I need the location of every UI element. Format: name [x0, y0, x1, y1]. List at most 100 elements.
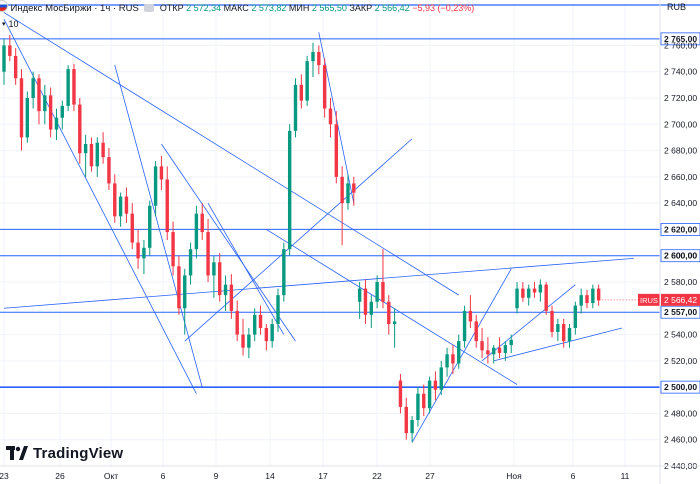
- candle-body: [153, 166, 158, 206]
- candle-body: [532, 288, 537, 293]
- candle-body: [328, 108, 333, 125]
- candle-body: [31, 78, 35, 98]
- candle-body: [369, 301, 373, 315]
- horizontal-levels: 2 765,00 2 620,00 2 600,00 2 557,00 2 500,00…: [0, 4, 700, 394]
- candle-body: [299, 84, 304, 101]
- price-tick-label: 2 480,00: [664, 408, 697, 418]
- candle-body: [270, 324, 274, 342]
- candle-body: [596, 288, 601, 301]
- open-label: ОТКР: [159, 3, 184, 13]
- candle-body: [579, 295, 583, 306]
- candle-body: [13, 55, 18, 79]
- price-level-tag: 2 600,00: [664, 251, 697, 261]
- trendline: [3, 12, 459, 296]
- candle-body: [346, 183, 350, 204]
- candle-body: [2, 45, 6, 72]
- candle-body: [445, 354, 449, 368]
- candle-body: [177, 266, 181, 309]
- candle-body: [159, 166, 164, 180]
- price-level-tag-box: [660, 223, 700, 236]
- tradingview-logo: TradingView: [6, 442, 123, 464]
- price-level-tag-box: [660, 380, 700, 394]
- candle-body: [247, 334, 251, 348]
- candle-body: [591, 288, 595, 304]
- candle-body: [276, 295, 280, 325]
- symbol-flag-icon: [0, 0, 8, 12]
- candle-body: [212, 262, 216, 276]
- low-value: 2 565,50: [311, 3, 347, 13]
- candle-body: [43, 95, 47, 112]
- price-tick-label: 2 660,00: [664, 172, 697, 182]
- low-label: МИН: [288, 3, 310, 13]
- candle-body: [521, 288, 525, 298]
- time-axis[interactable]: 23 26 Окт 6 9 14 17 22 27 Ноя 6 11: [0, 465, 700, 481]
- candle-body: [305, 61, 309, 101]
- candle-body: [258, 314, 263, 328]
- candle-body: [19, 78, 24, 138]
- candle-body: [538, 284, 543, 293]
- candle-body: [427, 380, 432, 409]
- currency-label[interactable]: RUB: [667, 2, 687, 12]
- price-tick-label: 2 460,00: [664, 435, 697, 445]
- candle-body: [497, 347, 502, 353]
- price-level-tag-box: [660, 249, 700, 263]
- price-tick-label: 2 680,00: [664, 146, 697, 156]
- trendline: [114, 65, 203, 388]
- price-tick-label: 2 700,00: [664, 119, 697, 129]
- candle-body: [451, 354, 455, 364]
- candle-body: [241, 334, 245, 348]
- candle-body: [433, 380, 438, 390]
- time-tick-label: 6: [571, 471, 576, 481]
- candle-body: [474, 321, 478, 342]
- candle-body: [142, 247, 146, 259]
- candle-body: [287, 130, 292, 250]
- candle-body: [381, 282, 385, 302]
- candle-body: [83, 144, 88, 154]
- trendline: [481, 284, 576, 362]
- candle-body: [527, 288, 531, 298]
- candle-body: [229, 284, 234, 311]
- candle-body: [503, 345, 508, 353]
- candle-body: [252, 314, 257, 335]
- price-level-tag-box: [660, 305, 700, 319]
- candle-body: [25, 98, 30, 138]
- candle-body: [550, 310, 554, 332]
- eye-icon[interactable]: [144, 4, 155, 12]
- candlesticks: [2, 34, 601, 443]
- candle-body: [72, 69, 76, 105]
- candle-body: [148, 205, 152, 248]
- close-label: ЗАКР: [349, 3, 373, 13]
- candle-body: [561, 324, 566, 342]
- time-tick-label: Ноя: [506, 471, 522, 481]
- price-axis[interactable]: 2 760,00 2 740,00 2 720,00 2 700,00 2 680,00…: [659, 0, 697, 484]
- chevron-down-icon[interactable]: ▾: [2, 21, 6, 28]
- candle-body: [264, 328, 269, 342]
- candle-body: [410, 420, 414, 434]
- candle-body: [357, 288, 362, 302]
- candle-body: [457, 341, 461, 364]
- time-tick-label: 9: [214, 471, 219, 481]
- candle-body: [130, 213, 134, 243]
- candle-body: [317, 52, 321, 66]
- candle-body: [486, 350, 490, 355]
- candle-body: [556, 324, 560, 332]
- candle-body: [439, 367, 443, 390]
- trendline: [161, 143, 296, 342]
- time-tick-label: 17: [318, 471, 328, 481]
- candle-body: [293, 84, 298, 131]
- candle-body: [509, 339, 513, 346]
- candle-body: [101, 142, 105, 158]
- candle-body: [416, 393, 420, 420]
- candle-body: [311, 52, 315, 62]
- volume-toggle[interactable]: ▾ 10: [2, 19, 19, 29]
- symbol-title[interactable]: Индекс МосБиржи · 1ч · RUS: [10, 3, 139, 14]
- candle-body: [48, 95, 53, 130]
- chart-grid: [0, 6, 660, 467]
- trendline: [493, 327, 623, 362]
- price-tick-label: 2 600,00: [664, 251, 697, 261]
- trendline: [411, 268, 512, 443]
- volume-label: 10: [8, 19, 19, 29]
- legend-header: Индекс МосБиржи · 1ч · RUS ОТКР 2 572,34…: [0, 0, 474, 16]
- tradingview-logo-text: TradingView: [33, 444, 124, 462]
